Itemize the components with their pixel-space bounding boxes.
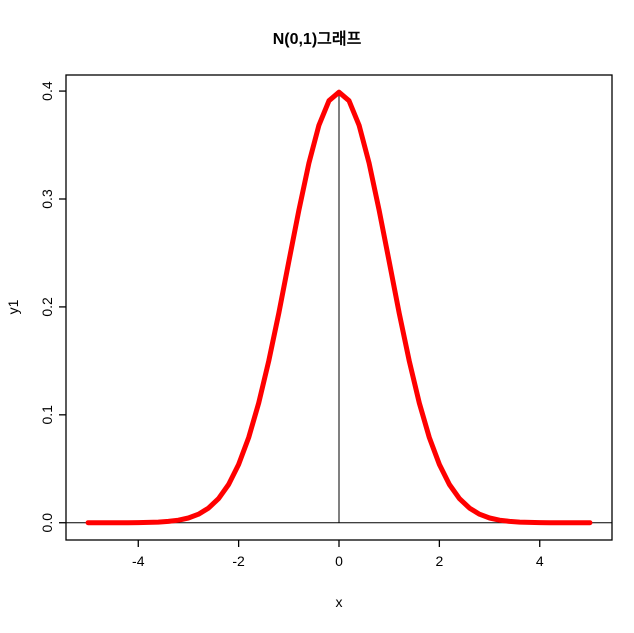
x-axis-tick-label: 0 (335, 553, 343, 569)
plot-box (65, 74, 613, 541)
x-axis-tick-label: 2 (435, 553, 443, 569)
x-axis-tick-label: -2 (232, 553, 245, 569)
x-axis-label: x (336, 594, 343, 610)
y-axis-label: y1 (5, 299, 21, 314)
chart-title: N(0,1)그래프 (273, 30, 362, 48)
y-axis-tick-label: 0.1 (39, 405, 55, 425)
y-axis-tick-label: 0.3 (39, 189, 55, 209)
reference-lines (66, 92, 612, 524)
axis-ticks: -4 -2 0 2 4 0.0 0.1 0.2 0.3 0.4 (39, 81, 544, 569)
y-axis-tick-label: 0.4 (39, 81, 55, 101)
x-axis-tick-label: -4 (132, 553, 145, 569)
y-axis-tick-label: 0.2 (39, 297, 55, 317)
normal-density-curve (85, 89, 593, 526)
x-axis-tick-label: 4 (536, 553, 544, 569)
y-axis-tick-label: 0.0 (39, 513, 55, 533)
